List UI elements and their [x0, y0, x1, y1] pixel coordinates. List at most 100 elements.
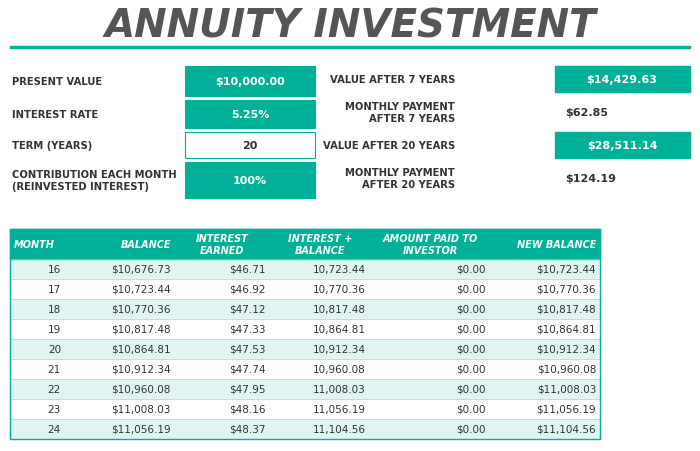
- Bar: [10, 279, 600, 299]
- Text: $47.33: $47.33: [230, 324, 266, 334]
- Text: 10,960.08: 10,960.08: [314, 364, 366, 374]
- Text: MONTH: MONTH: [14, 239, 55, 249]
- Text: $48.37: $48.37: [230, 424, 266, 434]
- Text: $0.00: $0.00: [456, 344, 486, 354]
- Text: MONTHLY PAYMENT
AFTER 7 YEARS: MONTHLY PAYMENT AFTER 7 YEARS: [345, 102, 455, 124]
- Text: INTEREST
EARNED: INTEREST EARNED: [196, 234, 249, 255]
- Text: 10,817.48: 10,817.48: [313, 304, 366, 314]
- Text: TERM (YEARS): TERM (YEARS): [12, 141, 92, 151]
- Text: $10,864.81: $10,864.81: [536, 324, 596, 334]
- Bar: [10, 299, 600, 319]
- Text: $0.00: $0.00: [456, 404, 486, 414]
- Text: 24: 24: [48, 424, 61, 434]
- Text: $0.00: $0.00: [456, 364, 486, 374]
- Bar: [10, 259, 600, 279]
- Text: 11,008.03: 11,008.03: [314, 384, 366, 394]
- Text: $11,056.19: $11,056.19: [111, 424, 171, 434]
- Text: $28,511.14: $28,511.14: [587, 141, 657, 151]
- Bar: [10, 379, 600, 399]
- Bar: [10, 299, 600, 319]
- Text: VALUE AFTER 20 YEARS: VALUE AFTER 20 YEARS: [323, 141, 455, 151]
- Bar: [10, 419, 600, 439]
- Bar: [185, 101, 315, 129]
- Bar: [10, 339, 600, 359]
- Text: $10,000.00: $10,000.00: [215, 77, 285, 87]
- Bar: [10, 419, 600, 439]
- Bar: [10, 359, 600, 379]
- Text: $46.92: $46.92: [230, 285, 266, 295]
- Text: $10,960.08: $10,960.08: [537, 364, 596, 374]
- Text: VALUE AFTER 7 YEARS: VALUE AFTER 7 YEARS: [330, 75, 455, 85]
- Text: 11,104.56: 11,104.56: [313, 424, 366, 434]
- Text: 20: 20: [48, 344, 61, 354]
- Text: $10,864.81: $10,864.81: [111, 344, 171, 354]
- Text: $0.00: $0.00: [456, 285, 486, 295]
- Text: $47.74: $47.74: [230, 364, 266, 374]
- Text: $0.00: $0.00: [456, 324, 486, 334]
- Text: 22: 22: [48, 384, 61, 394]
- Bar: [10, 339, 600, 359]
- Text: $0.00: $0.00: [456, 304, 486, 314]
- Bar: [10, 399, 600, 419]
- Text: MONTHLY PAYMENT
AFTER 20 YEARS: MONTHLY PAYMENT AFTER 20 YEARS: [345, 168, 455, 189]
- Text: $10,676.73: $10,676.73: [111, 264, 171, 274]
- Bar: [555, 67, 690, 93]
- Text: 10,770.36: 10,770.36: [313, 285, 366, 295]
- Text: 11,056.19: 11,056.19: [313, 404, 366, 414]
- Text: $10,817.48: $10,817.48: [536, 304, 596, 314]
- Text: $10,960.08: $10,960.08: [111, 384, 171, 394]
- Bar: [10, 279, 600, 299]
- Text: $62.85: $62.85: [565, 108, 608, 118]
- Bar: [10, 46, 690, 49]
- Text: 10,864.81: 10,864.81: [313, 324, 366, 334]
- Text: $10,723.44: $10,723.44: [536, 264, 596, 274]
- Bar: [10, 319, 600, 339]
- Text: 17: 17: [48, 285, 61, 295]
- Text: 10,912.34: 10,912.34: [313, 344, 366, 354]
- Bar: [10, 359, 600, 379]
- Text: $47.95: $47.95: [230, 384, 266, 394]
- Text: NEW BALANCE: NEW BALANCE: [517, 239, 596, 249]
- Text: PRESENT VALUE: PRESENT VALUE: [12, 77, 102, 87]
- Text: $124.19: $124.19: [565, 174, 616, 184]
- Text: $10,817.48: $10,817.48: [111, 324, 171, 334]
- Text: $10,770.36: $10,770.36: [111, 304, 171, 314]
- Text: $10,770.36: $10,770.36: [536, 285, 596, 295]
- Bar: [185, 133, 315, 159]
- Text: 18: 18: [48, 304, 61, 314]
- Text: BALANCE: BALANCE: [120, 239, 171, 249]
- Text: AMOUNT PAID TO
INVESTOR: AMOUNT PAID TO INVESTOR: [382, 234, 477, 255]
- Text: ANNUITY INVESTMENT: ANNUITY INVESTMENT: [104, 8, 596, 46]
- Bar: [10, 319, 600, 339]
- Text: 21: 21: [48, 364, 61, 374]
- Text: $0.00: $0.00: [456, 424, 486, 434]
- Text: $0.00: $0.00: [456, 264, 486, 274]
- Text: 20: 20: [242, 141, 258, 151]
- Bar: [10, 399, 600, 419]
- Text: 16: 16: [48, 264, 61, 274]
- Text: $46.71: $46.71: [230, 264, 266, 274]
- Text: $10,912.34: $10,912.34: [536, 344, 596, 354]
- Text: 23: 23: [48, 404, 61, 414]
- Text: 100%: 100%: [233, 175, 267, 186]
- Bar: [185, 163, 315, 198]
- Bar: [555, 133, 690, 159]
- Text: $11,008.03: $11,008.03: [111, 404, 171, 414]
- Bar: [185, 67, 315, 97]
- Text: $14,429.63: $14,429.63: [587, 75, 657, 85]
- Text: $0.00: $0.00: [456, 384, 486, 394]
- Text: CONTRIBUTION EACH MONTH
(REINVESTED INTEREST): CONTRIBUTION EACH MONTH (REINVESTED INTE…: [12, 170, 176, 191]
- Bar: [10, 259, 600, 279]
- Text: $47.12: $47.12: [230, 304, 266, 314]
- Text: INTEREST +
BALANCE: INTEREST + BALANCE: [288, 234, 352, 255]
- Text: $48.16: $48.16: [230, 404, 266, 414]
- Bar: [10, 230, 600, 439]
- Text: INTEREST RATE: INTEREST RATE: [12, 110, 98, 120]
- Text: $11,104.56: $11,104.56: [536, 424, 596, 434]
- Text: $47.53: $47.53: [230, 344, 266, 354]
- Text: $10,723.44: $10,723.44: [111, 285, 171, 295]
- Text: $10,912.34: $10,912.34: [111, 364, 171, 374]
- Text: 19: 19: [48, 324, 61, 334]
- Bar: [10, 379, 600, 399]
- Text: $11,008.03: $11,008.03: [537, 384, 596, 394]
